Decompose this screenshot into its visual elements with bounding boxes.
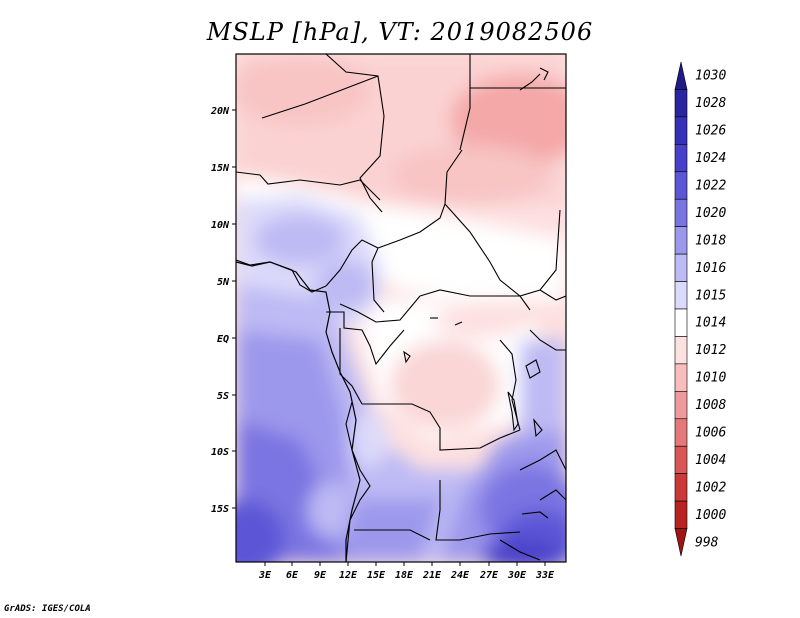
lat-label: 10N <box>211 220 230 231</box>
colorbar-swatch <box>674 391 688 420</box>
lat-axis: 20N 15N 10N 5N EQ 5S 10S 15S <box>210 106 236 515</box>
colorbar-label: 1016 <box>695 261 726 276</box>
colorbar-label: 1012 <box>695 343 726 358</box>
colorbar-swatch <box>674 61 688 90</box>
colorbar-swatch <box>674 144 688 173</box>
lon-label: 27E <box>479 570 499 581</box>
map-title: MSLP [hPa], VT: 2019082506 <box>206 18 594 46</box>
colorbar-label: 1004 <box>695 453 726 468</box>
colorbar-swatch <box>674 336 688 365</box>
country-borders <box>236 54 566 562</box>
colorbar-swatch <box>674 281 688 310</box>
footer-credit: GrADS: IGES/COLA <box>4 604 91 614</box>
lat-label: 10S <box>211 447 229 458</box>
colorbar-swatch <box>674 418 688 447</box>
lat-label: 5S <box>217 391 229 402</box>
lon-label: 33E <box>535 570 555 581</box>
lon-label: 18E <box>395 570 414 581</box>
colorbar-swatch <box>674 528 688 557</box>
colorbar-swatch <box>674 473 688 502</box>
lon-label: 3E <box>258 570 272 581</box>
coastline <box>236 261 361 562</box>
colorbar-swatch <box>674 500 688 529</box>
colorbar-label: 1020 <box>695 206 726 221</box>
colorbar-label: 1008 <box>695 398 726 413</box>
colorbar-swatch <box>674 89 688 118</box>
colorbar-label: 1002 <box>695 480 726 495</box>
colorbar-swatch <box>674 171 688 200</box>
lon-label: 21E <box>422 570 442 581</box>
colorbar-label: 1028 <box>695 96 726 111</box>
colorbar-swatch <box>674 198 688 227</box>
lat-label: 20N <box>210 106 230 117</box>
colorbar-swatch <box>674 226 688 255</box>
lon-label: 15E <box>367 570 386 581</box>
lon-label: 24E <box>450 570 470 581</box>
lon-axis: 3E 6E 9E 12E 15E 18E 21E 24E 27E 30E 33E <box>258 562 555 581</box>
lat-label: 15S <box>211 504 229 515</box>
lat-label: EQ <box>217 334 229 345</box>
colorbar-swatch <box>674 116 688 145</box>
colorbar-label: 998 <box>695 535 719 550</box>
map-frame <box>235 53 567 563</box>
colorbar-label: 1014 <box>695 316 726 331</box>
colorbar-label: 1024 <box>695 151 726 166</box>
lon-label: 12E <box>339 570 358 581</box>
colorbar-swatch <box>674 253 688 282</box>
lat-label: 15N <box>211 163 230 174</box>
colorbar-label: 1015 <box>695 288 726 303</box>
colorbar-label: 1010 <box>695 371 726 386</box>
colorbar-label: 1006 <box>695 426 726 441</box>
colorbar: 1030 1028 1026 1024 1022 1020 1018 1016 1015 1014… <box>674 61 726 557</box>
colorbar-label: 1000 <box>695 508 726 523</box>
lat-label: 5N <box>217 277 230 288</box>
lon-label: 6E <box>286 570 299 581</box>
colorbar-swatch <box>674 445 688 474</box>
colorbar-label: 1026 <box>695 124 726 139</box>
colorbar-swatch <box>674 308 688 337</box>
colorbar-label: 1022 <box>695 179 726 194</box>
pressure-field <box>236 54 566 562</box>
colorbar-swatch <box>674 363 688 392</box>
colorbar-label: 1030 <box>695 69 726 84</box>
colorbar-label: 1018 <box>695 233 726 248</box>
lon-label: 9E <box>314 570 327 581</box>
lon-label: 30E <box>507 570 527 581</box>
